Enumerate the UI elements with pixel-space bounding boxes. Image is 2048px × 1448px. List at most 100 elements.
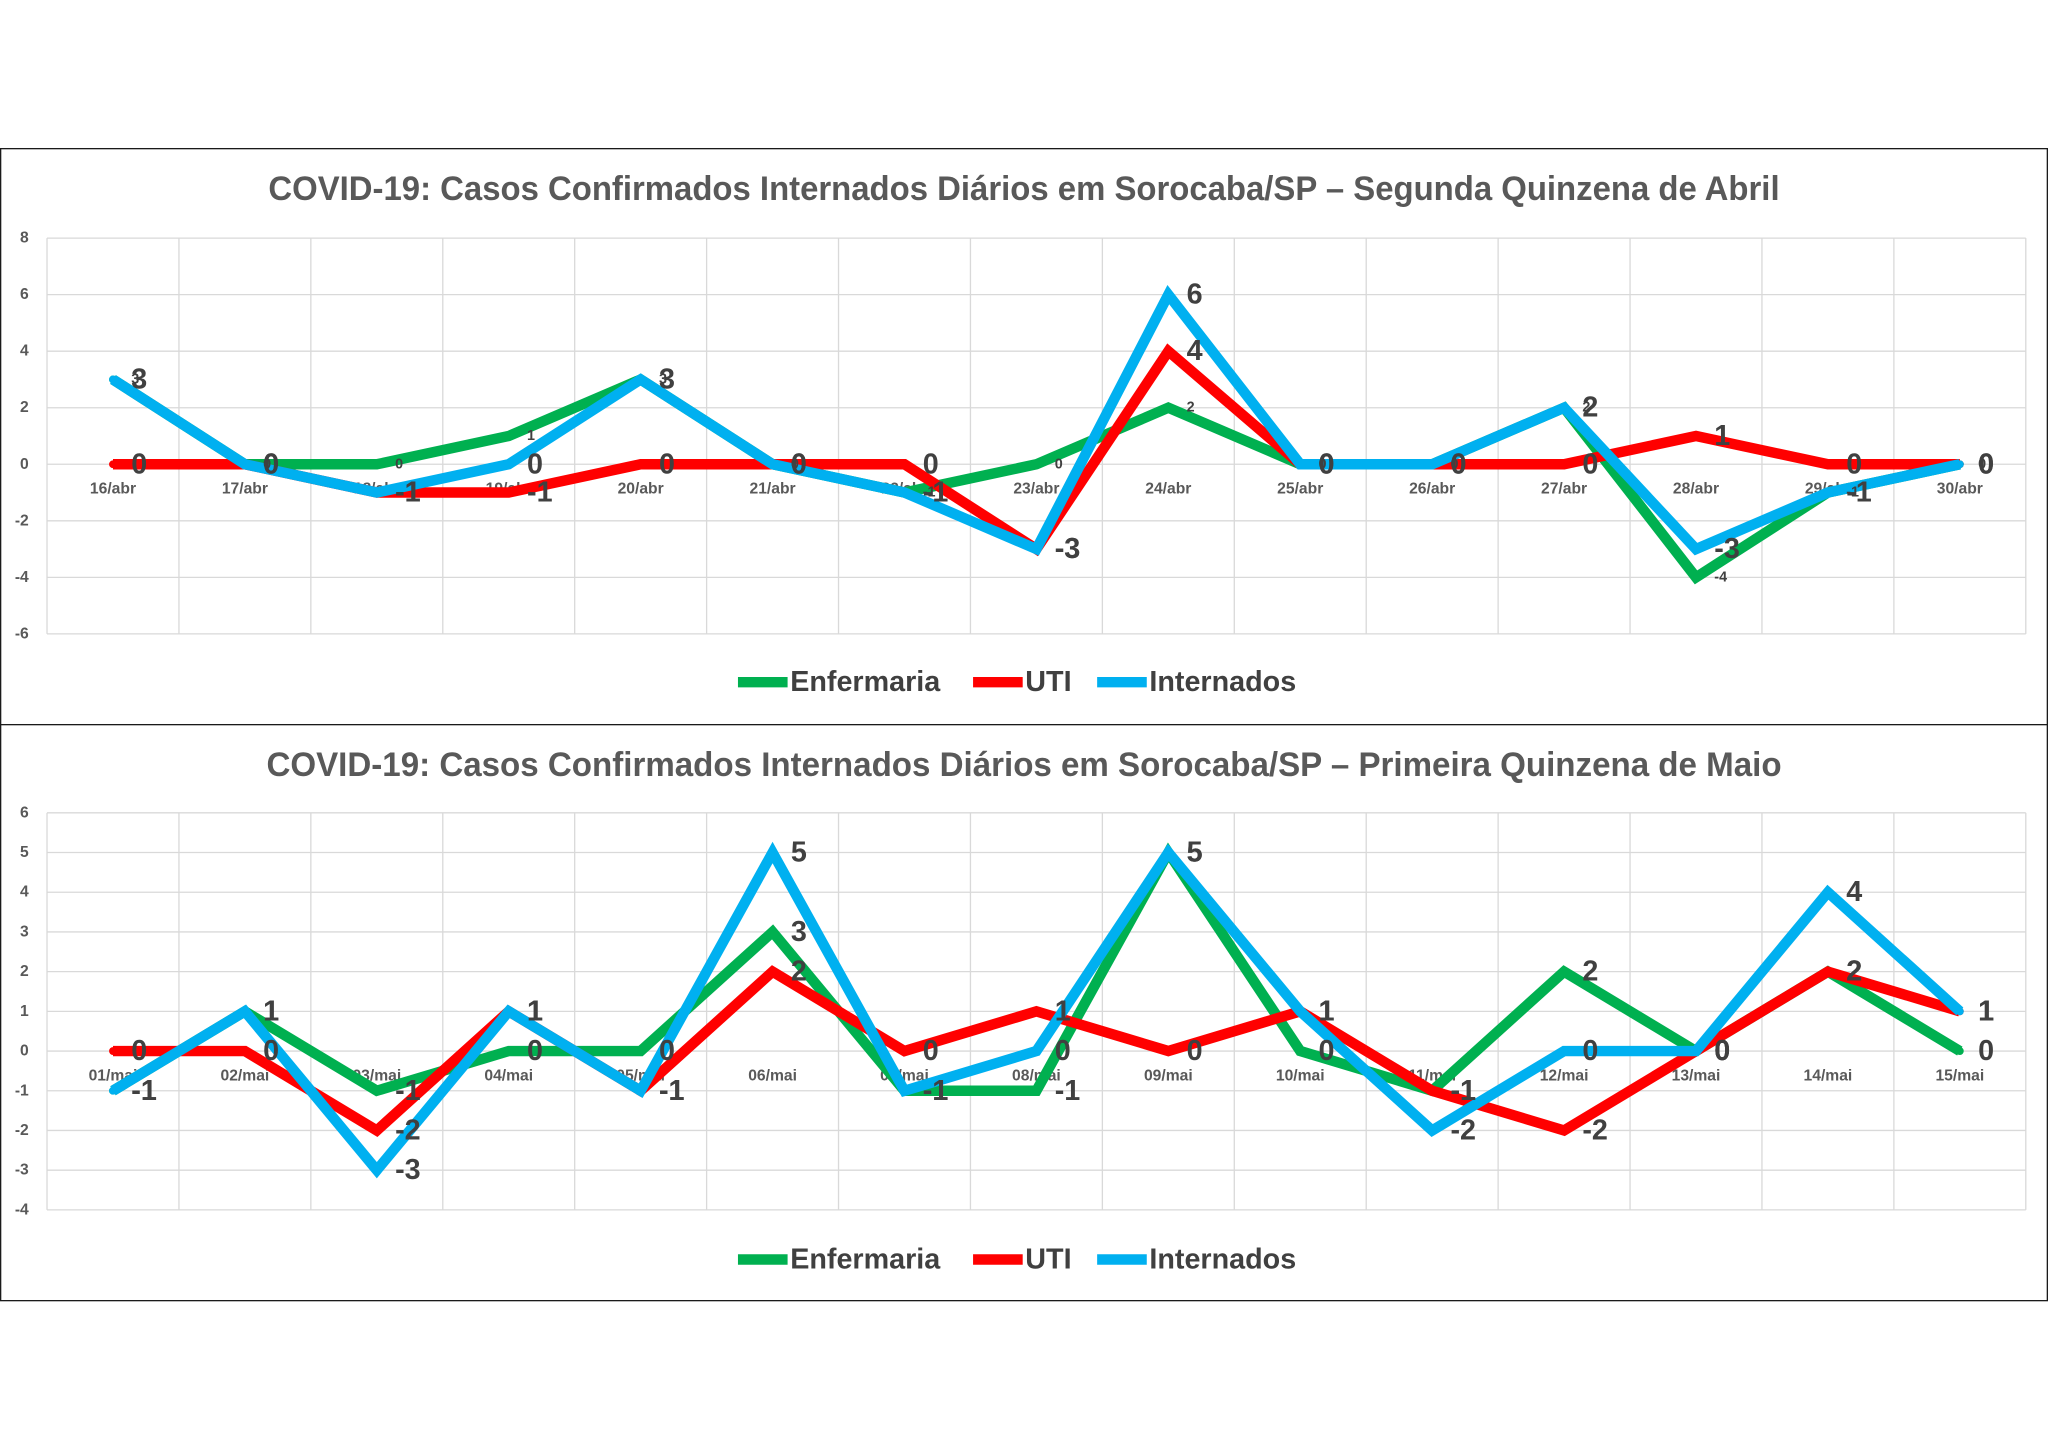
y-axis: 6 5 4 3 2 1 0 -1 -2 -3 -4 — [15, 804, 29, 1218]
y-tick-label: -1 — [15, 1082, 29, 1099]
data-point-uti — [372, 1126, 381, 1135]
data-label-internados: -1 — [1846, 477, 1872, 509]
series-internados — [109, 841, 1964, 1179]
data-label-internados: 0 — [1714, 1035, 1730, 1067]
data-point-internados — [1428, 1126, 1437, 1135]
data-label-enfermaria: 0 — [1978, 1035, 1994, 1067]
chart-title: COVID-19: Casos Confirmados Internados D… — [268, 170, 1779, 208]
data-point-internados — [1824, 888, 1832, 897]
data-label-internados: 0 — [1450, 448, 1466, 480]
data-point-enfermaria — [504, 432, 513, 440]
data-point-internados — [1032, 545, 1041, 553]
data-label-internados: -1 — [131, 1075, 157, 1107]
data-label-uti: 1 — [1978, 995, 1994, 1027]
data-label-enfermaria: 2 — [1582, 400, 1590, 416]
y-tick-label: -6 — [15, 625, 29, 642]
legend-item-internados: Internados — [1097, 666, 1296, 698]
data-point-internados — [900, 1086, 909, 1095]
legend-item-enfermaria: Enfermaria — [737, 666, 941, 698]
data-label-enfermaria: 0 — [1978, 456, 1986, 472]
data-label-enfermaria: 3 — [131, 371, 139, 387]
data-label-internados: 1 — [1319, 995, 1335, 1027]
data-label-enfermaria: 0 — [1714, 1035, 1730, 1067]
data-point-uti — [900, 1047, 909, 1055]
data-point-enfermaria — [636, 1047, 645, 1055]
data-label-uti: 0 — [263, 448, 279, 480]
data-point-internados — [240, 1007, 249, 1016]
data-label-internados: 0 — [527, 448, 543, 480]
data-label-enfermaria: 3 — [791, 916, 807, 948]
data-point-internados — [900, 488, 909, 497]
data-label-uti: 1 — [527, 995, 543, 1027]
data-label-enfermaria: -1 — [1055, 1075, 1081, 1107]
y-tick-label: -4 — [15, 569, 29, 586]
data-label-enfermaria: -1 — [1450, 1075, 1476, 1107]
data-label-internados: -3 — [395, 1154, 421, 1186]
data-point-uti — [1692, 432, 1700, 440]
x-tick-label: 26/abr — [1409, 481, 1455, 498]
data-label-uti: 0 — [923, 448, 939, 480]
data-label-enfermaria: 0 — [395, 456, 403, 472]
data-label-uti: 1 — [1319, 995, 1335, 1027]
data-label-internados: 0 — [1978, 448, 1994, 480]
legend: Enfermaria UTI Internados — [737, 1244, 1296, 1276]
data-label-internados: 3 — [659, 363, 675, 395]
chart-frame — [0, 147, 2048, 726]
x-tick-label: 15/mai — [1935, 1067, 1984, 1084]
data-label-enfermaria: 2 — [1187, 400, 1195, 416]
x-tick-label: 30/abr — [1937, 481, 1983, 498]
data-point-uti — [504, 488, 513, 497]
legend-label-enfermaria: Enfermaria — [790, 1244, 941, 1276]
y-tick-label: 3 — [20, 923, 29, 940]
data-point-internados — [372, 1166, 381, 1175]
y-tick-label: 4 — [20, 884, 29, 901]
data-label-uti: 0 — [1582, 448, 1598, 480]
data-label-uti: 0 — [1187, 1035, 1203, 1067]
data-label-internados: 1 — [1978, 995, 1994, 1027]
plot-area: 86420-2-4-616/abr17/abr18/abr19/abr20/ab… — [15, 230, 2027, 643]
data-label-enfermaria: 2 — [1846, 956, 1862, 988]
y-tick-label: 2 — [20, 399, 29, 416]
data-point-internados — [504, 460, 513, 469]
data-point-internados — [504, 1007, 513, 1016]
data-point-internados — [240, 460, 249, 469]
data-point-internados — [1164, 290, 1173, 299]
y-axis: 8 6 4 2 0 -2 -4 -6 — [15, 230, 29, 643]
data-label-uti: 0 — [131, 1035, 147, 1067]
data-label-uti: 2 — [1846, 956, 1862, 988]
data-label-enfermaria: -1 — [131, 1075, 157, 1107]
series-internados — [109, 285, 1964, 556]
data-label-internados: 6 — [1187, 279, 1203, 311]
data-point-enfermaria — [1560, 967, 1568, 976]
y-tick-label: -2 — [15, 512, 29, 529]
x-tick-label: 16/abr — [90, 481, 136, 498]
data-point-internados — [636, 375, 645, 384]
y-tick-label: 8 — [20, 230, 29, 247]
data-label-enfermaria: 1 — [263, 995, 279, 1027]
data-point-uti — [1428, 1086, 1437, 1095]
x-tick-label: 21/abr — [750, 481, 796, 498]
data-label-enfermaria: -4 — [1714, 569, 1727, 585]
data-label-enfermaria: 0 — [1319, 1035, 1335, 1067]
x-tick-label: 04/mai — [484, 1067, 533, 1084]
data-label-uti: 0 — [263, 1035, 279, 1067]
data-label-uti: -1 — [659, 1075, 685, 1107]
y-tick-label: -4 — [15, 1201, 29, 1218]
data-point-internados — [1164, 848, 1173, 857]
data-point-uti — [109, 460, 117, 469]
legend-item-uti: UTI — [973, 666, 1072, 698]
data-label-uti: 0 — [1978, 448, 1994, 480]
data-label-internados: -1 — [923, 1075, 949, 1107]
data-point-internados — [372, 488, 381, 497]
chart-panel-abril: COVID-19: Casos Confirmados Internados D… — [0, 147, 2048, 726]
data-label-internados: 2 — [1582, 392, 1598, 424]
data-label-internados: 5 — [791, 837, 807, 869]
data-label-uti: -2 — [395, 1114, 421, 1146]
data-point-enfermaria — [372, 460, 381, 469]
data-label-uti: 0 — [791, 448, 807, 480]
data-point-uti — [109, 1047, 117, 1055]
data-point-enfermaria — [768, 928, 777, 936]
legend-label-internados: Internados — [1149, 1244, 1296, 1276]
